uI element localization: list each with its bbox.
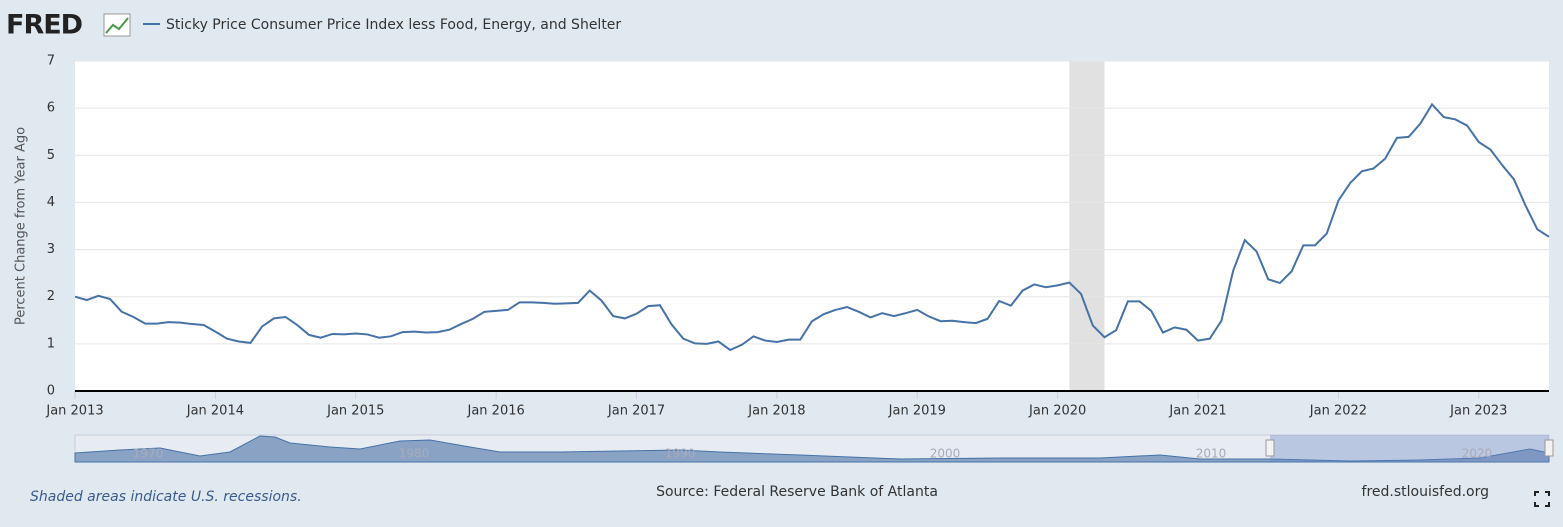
y-tick-label: 7 bbox=[47, 54, 55, 69]
x-tick-label: Jan 2021 bbox=[1168, 404, 1226, 419]
navigator-label: 1980 bbox=[399, 447, 430, 461]
site: fred.stlouisfed.org bbox=[1362, 484, 1489, 500]
navigator-label: 2020 bbox=[1462, 447, 1493, 461]
navigator bbox=[74, 434, 1554, 463]
navigator-label: 1970 bbox=[133, 447, 164, 461]
navigator-label: 2000 bbox=[930, 447, 961, 461]
y-tick-label: 0 bbox=[47, 384, 55, 399]
y-tick-label: 1 bbox=[47, 336, 55, 351]
x-tick-label: Jan 2019 bbox=[888, 404, 946, 419]
y-tick-label: 4 bbox=[47, 195, 55, 210]
legend-label: Sticky Price Consumer Price Index less F… bbox=[166, 17, 621, 33]
x-tick-label: Jan 2017 bbox=[607, 404, 665, 419]
logo-icon bbox=[103, 13, 131, 37]
y-tick-label: 6 bbox=[47, 101, 55, 116]
source: Source: Federal Reserve Bank of Atlanta bbox=[656, 484, 938, 500]
y-axis-label: Percent Change from Year Ago bbox=[14, 127, 29, 325]
y-tick-label: 5 bbox=[47, 148, 55, 163]
x-tick-label: Jan 2023 bbox=[1449, 404, 1507, 419]
navigator-label: 2010 bbox=[1196, 447, 1227, 461]
x-tick-label: Jan 2020 bbox=[1028, 404, 1086, 419]
x-tick-label: Jan 2013 bbox=[45, 404, 103, 419]
x-tick-label: Jan 2018 bbox=[747, 404, 805, 419]
plot-area bbox=[75, 61, 1549, 391]
navigator-label: 1990 bbox=[665, 447, 696, 461]
x-tick-label: Jan 2014 bbox=[186, 404, 244, 419]
series-line bbox=[74, 102, 1550, 352]
fullscreen-icon[interactable] bbox=[1534, 491, 1550, 507]
x-tick-label: Jan 2015 bbox=[326, 404, 384, 419]
y-tick-label: 2 bbox=[47, 289, 55, 304]
recession-note: Shaded areas indicate U.S. recessions. bbox=[30, 489, 302, 505]
logo: FRED bbox=[6, 10, 82, 41]
recession-band bbox=[1069, 61, 1105, 391]
x-tick-label: Jan 2022 bbox=[1309, 404, 1367, 419]
y-tick-label: 3 bbox=[47, 242, 55, 257]
x-tick-label: Jan 2016 bbox=[467, 404, 525, 419]
